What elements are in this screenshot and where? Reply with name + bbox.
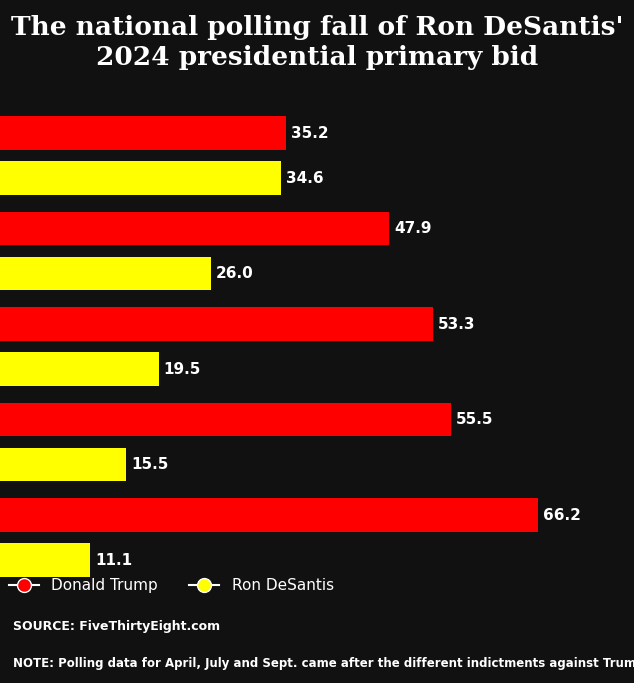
Text: 11.1: 11.1	[95, 553, 133, 568]
Text: 26.0: 26.0	[216, 266, 254, 281]
Bar	[0, 117, 286, 150]
Text: NOTE: Polling data for April, July and Sept. came after the different indictment: NOTE: Polling data for April, July and S…	[13, 657, 634, 670]
Text: 34.6: 34.6	[286, 171, 324, 186]
Bar	[0, 544, 90, 576]
Text: 47.9: 47.9	[394, 221, 432, 236]
Text: 35.2: 35.2	[291, 126, 328, 141]
Bar	[0, 257, 211, 290]
Text: 66.2: 66.2	[543, 507, 581, 522]
Bar	[0, 499, 538, 532]
Text: The national polling fall of Ron DeSantis'
2024 presidential primary bid: The national polling fall of Ron DeSanti…	[11, 15, 623, 70]
Text: 19.5: 19.5	[164, 361, 201, 376]
Bar	[0, 161, 281, 195]
Bar	[0, 448, 126, 482]
Legend: Donald Trump, Ron DeSantis: Donald Trump, Ron DeSantis	[3, 572, 340, 600]
Bar	[0, 307, 433, 341]
Bar	[0, 352, 158, 386]
Text: 55.5: 55.5	[456, 412, 493, 427]
Text: 53.3: 53.3	[438, 317, 476, 332]
Bar	[0, 403, 451, 436]
Text: 15.5: 15.5	[131, 457, 168, 472]
Text: SOURCE: FiveThirtyEight.com: SOURCE: FiveThirtyEight.com	[13, 620, 220, 633]
Bar	[0, 212, 389, 245]
